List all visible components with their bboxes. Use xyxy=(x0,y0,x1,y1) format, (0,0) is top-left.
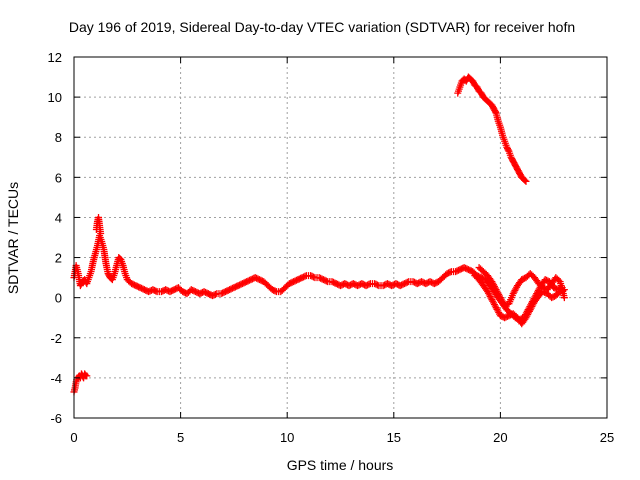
segment-main-point xyxy=(322,277,330,285)
segment-main-point xyxy=(309,273,317,281)
segment-main-point xyxy=(152,287,160,295)
segment-main-point xyxy=(211,290,219,298)
x-axis: 0 5 10 15 20 25 xyxy=(70,57,614,445)
y-tick-label: -4 xyxy=(50,371,62,386)
x-tick-label: 20 xyxy=(493,430,507,445)
segment-main-point xyxy=(365,280,373,288)
segment-main-point xyxy=(301,272,309,280)
segment-upper-right-point xyxy=(491,108,499,116)
x-tick-label: 15 xyxy=(387,430,401,445)
segment-upper-right-point xyxy=(522,177,530,185)
x-tick-label: 25 xyxy=(600,430,614,445)
y-axis-label: SDTVAR / TECUs xyxy=(5,182,21,294)
y-tick-label: 2 xyxy=(55,251,62,266)
segment-main-point xyxy=(403,278,411,286)
segment-spike-point xyxy=(97,229,105,237)
chart-title: Day 196 of 2019, Sidereal Day-to-day VTE… xyxy=(69,19,575,35)
x-tick-label: 10 xyxy=(280,430,294,445)
y-tick-label: 12 xyxy=(48,50,62,65)
y-tick-label: 10 xyxy=(48,90,62,105)
segment-late-upper-branch-point xyxy=(560,294,568,302)
x-tick-label: 0 xyxy=(70,430,77,445)
segment-main-point xyxy=(446,268,454,276)
segment-upper-right-point xyxy=(521,176,529,184)
y-tick-label: 6 xyxy=(55,170,62,185)
segment-main-point xyxy=(373,281,381,289)
segment-main-point xyxy=(271,287,279,295)
segment-early-negative-point xyxy=(83,372,91,380)
data-marks xyxy=(70,73,568,396)
x-tick-label: 5 xyxy=(177,430,184,445)
y-tick-label: 4 xyxy=(55,210,62,225)
segment-upper-right-point xyxy=(504,146,512,154)
y-tick-label: 8 xyxy=(55,130,62,145)
x-axis-label: GPS time / hours xyxy=(287,457,394,473)
y-tick-label: -2 xyxy=(50,331,62,346)
y-axis: -6 -4 -2 0 2 4 6 8 10 12 xyxy=(48,50,607,426)
plot-frame xyxy=(73,56,608,419)
y-tick-label: -6 xyxy=(50,411,62,426)
y-tick-label: 0 xyxy=(55,291,62,306)
grid xyxy=(74,57,607,418)
